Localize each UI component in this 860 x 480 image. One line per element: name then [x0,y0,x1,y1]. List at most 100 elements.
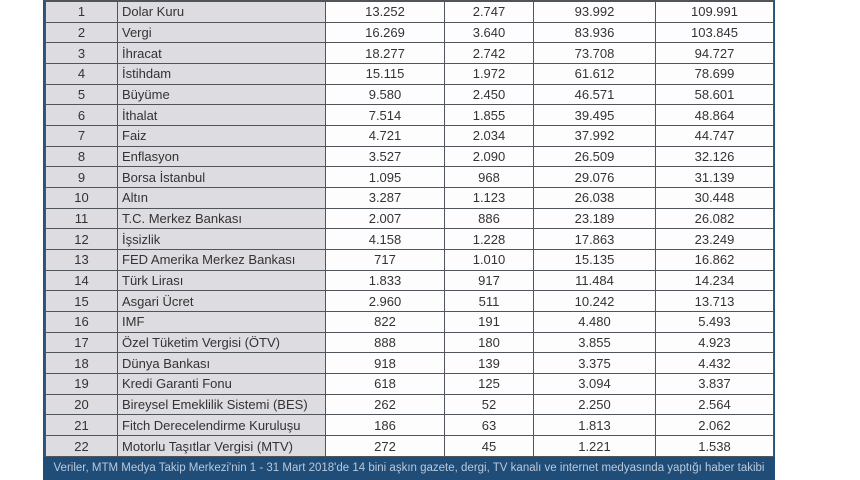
value-3-cell: 26.509 [533,145,656,168]
topic-cell: Dolar Kuru [117,1,326,23]
value-2-cell: 139 [444,352,534,375]
value-3-cell: 11.484 [533,269,656,292]
value-2-cell: 191 [444,311,534,333]
value-2-cell: 511 [444,290,534,313]
topic-cell: Motorlu Taşıtlar Vergisi (MTV) [117,435,326,457]
topic-cell: Dünya Bankası [117,352,326,375]
value-1-cell: 186 [325,414,445,437]
value-2-cell: 2.747 [444,1,534,23]
value-1-cell: 18.277 [325,42,445,65]
topic-cell: FED Amerika Merkez Bankası [117,249,326,271]
value-1-cell: 1.833 [325,269,445,292]
value-2-cell: 45 [444,435,534,457]
value-1-cell: 262 [325,393,445,416]
topic-cell: T.C. Merkez Bankası [117,207,326,230]
table-row: 8 Enflasyon 3.527 2.090 26.509 32.126 [45,145,774,168]
table-row: 18 Dünya Bankası 918 139 3.375 4.432 [45,352,774,375]
value-1-cell: 2.960 [325,290,445,313]
value-3-cell: 1.221 [533,435,656,457]
row-number-cell: 5 [45,83,118,106]
topic-cell: IMF [117,311,326,333]
value-2-cell: 63 [444,414,534,437]
table-body: 1 Dolar Kuru 13.252 2.747 93.992 109.991 2 Verg… [45,1,774,457]
value-1-cell: 4.721 [325,125,445,147]
value-3-cell: 3.094 [533,373,656,395]
row-number-cell: 16 [45,311,118,333]
value-2-cell: 968 [444,166,534,189]
table-row: 7 Faiz 4.721 2.034 37.992 44.747 [45,125,774,147]
row-number-cell: 19 [45,373,118,395]
value-1-cell: 4.158 [325,228,445,251]
topic-cell: Faiz [117,125,326,147]
value-2-cell: 917 [444,269,534,292]
value-1-cell: 918 [325,352,445,375]
table-row: 13 FED Amerika Merkez Bankası 717 1.010 15.1… [45,249,774,271]
value-4-cell: 26.082 [655,207,774,230]
value-4-cell: 3.837 [655,373,774,395]
source-note-text: Veriler, MTM Medya Takip Merkezi'nin 1 -… [53,462,765,474]
value-2-cell: 2.034 [444,125,534,147]
table-row: 16 IMF 822 191 4.480 5.493 [45,311,774,333]
row-number-cell: 12 [45,228,118,251]
value-1-cell: 15.115 [325,63,445,85]
value-4-cell: 4.923 [655,331,774,354]
source-note-bar: Veriler, MTM Medya Takip Merkezi'nin 1 -… [43,457,775,480]
value-2-cell: 3.640 [444,21,534,44]
topic-cell: Enflasyon [117,145,326,168]
value-2-cell: 1.228 [444,228,534,251]
value-4-cell: 5.493 [655,311,774,333]
topic-cell: Kredi Garanti Fonu [117,373,326,395]
value-1-cell: 7.514 [325,104,445,127]
table-row: 20 Bireysel Emeklilik Sistemi (BES) 262 52 2… [45,393,774,416]
topic-cell: Vergi [117,21,326,44]
value-4-cell: 109.991 [655,1,774,23]
value-4-cell: 94.727 [655,42,774,65]
topic-cell: İstihdam [117,63,326,85]
table-row: 19 Kredi Garanti Fonu 618 125 3.094 3.837 [45,373,774,395]
topic-cell: Asgari Ücret [117,290,326,313]
value-3-cell: 1.813 [533,414,656,437]
table-row: 9 Borsa İstanbul 1.095 968 29.076 31.139 [45,166,774,189]
topic-cell: Fitch Derecelendirme Kuruluşu [117,414,326,437]
value-2-cell: 125 [444,373,534,395]
table-row: 5 Büyüme 9.580 2.450 46.571 58.601 [45,83,774,106]
value-2-cell: 180 [444,331,534,354]
table-row: 22 Motorlu Taşıtlar Vergisi (MTV) 272 45 1.2… [45,435,774,457]
news-topics-table: 1 Dolar Kuru 13.252 2.747 93.992 109.991 2 Verg… [43,0,775,457]
row-number-cell: 1 [45,1,118,23]
row-number-cell: 22 [45,435,118,457]
value-4-cell: 13.713 [655,290,774,313]
table-row: 10 Altın 3.287 1.123 26.038 30.448 [45,187,774,209]
value-4-cell: 2.062 [655,414,774,437]
value-2-cell: 2.090 [444,145,534,168]
value-3-cell: 39.495 [533,104,656,127]
topic-cell: Büyüme [117,83,326,106]
value-3-cell: 3.855 [533,331,656,354]
row-number-cell: 7 [45,125,118,147]
value-3-cell: 29.076 [533,166,656,189]
value-4-cell: 48.864 [655,104,774,127]
topic-cell: Özel Tüketim Vergisi (ÖTV) [117,331,326,354]
table-row: 12 İşsizlik 4.158 1.228 17.863 23.249 [45,228,774,251]
row-number-cell: 18 [45,352,118,375]
value-4-cell: 103.845 [655,21,774,44]
value-2-cell: 1.123 [444,187,534,209]
value-3-cell: 3.375 [533,352,656,375]
value-2-cell: 2.450 [444,83,534,106]
value-1-cell: 822 [325,311,445,333]
table-row: 1 Dolar Kuru 13.252 2.747 93.992 109.991 [45,1,774,23]
row-number-cell: 20 [45,393,118,416]
value-4-cell: 30.448 [655,187,774,209]
value-4-cell: 58.601 [655,83,774,106]
value-1-cell: 717 [325,249,445,271]
topic-cell: İşsizlik [117,228,326,251]
value-3-cell: 83.936 [533,21,656,44]
value-3-cell: 37.992 [533,125,656,147]
value-2-cell: 2.742 [444,42,534,65]
row-number-cell: 4 [45,63,118,85]
value-1-cell: 888 [325,331,445,354]
value-4-cell: 4.432 [655,352,774,375]
row-number-cell: 6 [45,104,118,127]
value-1-cell: 1.095 [325,166,445,189]
